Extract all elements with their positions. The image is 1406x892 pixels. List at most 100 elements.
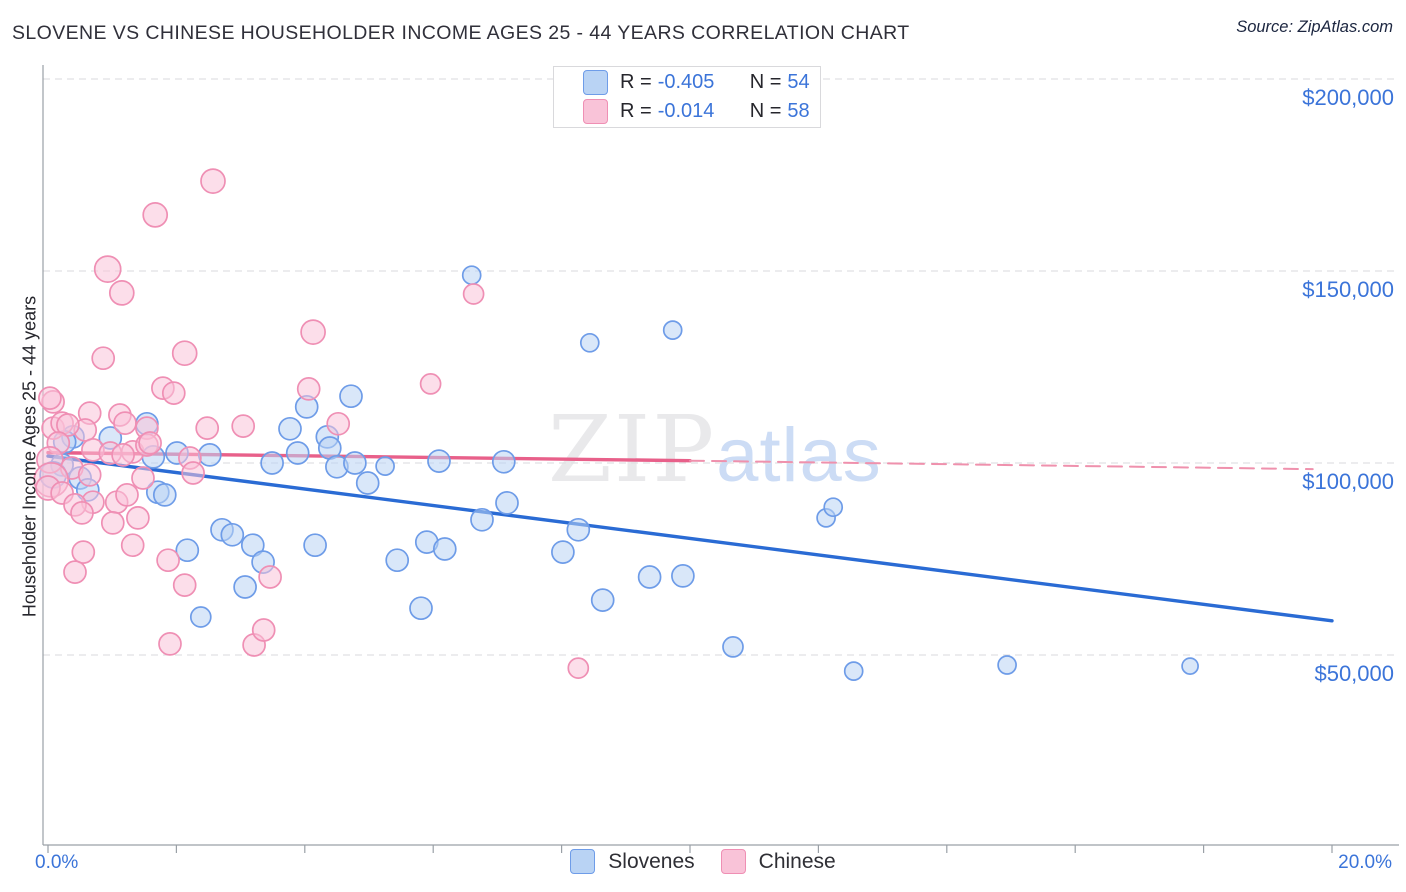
scatter-point-chinese bbox=[251, 618, 276, 642]
y-tick-label-200000: $200,000 bbox=[1302, 85, 1394, 110]
scatter-point-slovenes bbox=[637, 565, 662, 589]
n-value: 54 bbox=[787, 71, 810, 93]
watermark-zip-text: ZIP bbox=[548, 396, 717, 503]
x-axis-max-label: 20.0% bbox=[1338, 852, 1392, 873]
scatter-point-slovenes bbox=[240, 533, 265, 558]
page-title: SLOVENE VS CHINESE HOUSEHOLDER INCOME AG… bbox=[12, 22, 910, 44]
scatter-point-slovenes bbox=[579, 332, 600, 353]
scatter-point-chinese bbox=[138, 431, 162, 455]
scatter-point-slovenes bbox=[285, 441, 310, 465]
scatter-point-slovenes bbox=[432, 537, 457, 561]
scatter-point-slovenes bbox=[278, 416, 302, 441]
source-label: Source: ZipAtlas.com bbox=[1236, 18, 1393, 36]
scatter-point-slovenes bbox=[495, 491, 519, 515]
r-value: -0.014 bbox=[657, 100, 715, 122]
slovene-swatch-icon bbox=[583, 70, 608, 95]
scatter-point-chinese bbox=[158, 632, 182, 656]
scatter-point-slovenes bbox=[343, 451, 367, 475]
scatter-point-chinese bbox=[38, 386, 62, 410]
scatter-point-slovenes bbox=[339, 384, 363, 409]
scatter-point-slovenes bbox=[189, 606, 212, 628]
scatter-point-chinese bbox=[126, 506, 150, 530]
scatter-point-slovenes bbox=[233, 575, 257, 599]
scatter-point-slovenes bbox=[220, 522, 245, 547]
watermark: ZIPatlas bbox=[548, 404, 882, 502]
scatter-point-chinese bbox=[113, 411, 137, 435]
scatter-point-slovenes bbox=[566, 517, 591, 542]
scatter-point-chinese bbox=[70, 501, 94, 525]
scatter-point-chinese bbox=[142, 202, 169, 228]
scatter-point-slovenes bbox=[385, 548, 410, 573]
series-legend: Slovenes Chinese bbox=[0, 849, 1406, 874]
scatter-point-chinese bbox=[91, 346, 116, 371]
scatter-point-slovenes bbox=[355, 471, 380, 495]
y-tick-label-150000: $150,000 bbox=[1302, 277, 1394, 302]
scatter-points-group bbox=[33, 168, 1199, 681]
scatter-point-chinese bbox=[115, 483, 139, 507]
chinese-swatch-icon bbox=[583, 99, 608, 124]
scatter-point-chinese bbox=[108, 280, 135, 306]
scatter-point-slovenes bbox=[470, 507, 494, 532]
scatter-point-chinese bbox=[231, 414, 256, 438]
scatter-point-slovenes bbox=[1181, 657, 1199, 675]
scatter-point-chinese bbox=[120, 533, 145, 558]
scatter-point-chinese bbox=[200, 168, 226, 194]
scatter-point-chinese bbox=[71, 540, 96, 564]
legend-item-slovenes: Slovenes bbox=[570, 849, 695, 874]
r-label: R = bbox=[620, 100, 652, 122]
scatter-point-slovenes bbox=[197, 443, 222, 467]
trend-line-chinese-dashed bbox=[689, 459, 1314, 471]
scatter-point-chinese bbox=[567, 657, 590, 679]
scatter-point-slovenes bbox=[590, 588, 615, 612]
y-axis-tick-labels-group: $200,000 $150,000 $100,000 $50,000 bbox=[1302, 85, 1394, 686]
scatter-point-chinese bbox=[300, 319, 326, 345]
y-tick-label-50000: $50,000 bbox=[1314, 661, 1394, 686]
scatter-point-slovenes bbox=[461, 265, 482, 286]
scatter-point-chinese bbox=[195, 416, 220, 440]
slovene-swatch-icon bbox=[570, 849, 596, 874]
scatter-point-chinese bbox=[258, 565, 282, 589]
scatter-point-chinese bbox=[156, 548, 180, 573]
scatter-point-slovenes bbox=[671, 564, 695, 588]
x-axis-ticks-group bbox=[47, 845, 1333, 853]
scatter-point-chinese bbox=[326, 411, 351, 436]
correlation-legend-box: R = -0.405 N = 54 R = -0.014 N = 58 bbox=[553, 66, 821, 128]
scatter-point-slovenes bbox=[175, 538, 200, 563]
scatter-point-slovenes bbox=[722, 636, 744, 658]
scatter-point-slovenes bbox=[409, 596, 433, 621]
watermark-atlas-text: atlas bbox=[716, 413, 882, 498]
scatter-point-chinese bbox=[93, 255, 122, 283]
trend-line-slovenes bbox=[46, 454, 1334, 623]
legend-item-chinese: Chinese bbox=[720, 849, 836, 874]
scatter-point-slovenes bbox=[491, 449, 516, 474]
scatter-point-slovenes bbox=[823, 497, 844, 518]
y-axis-title: Householder Income Ages 25 - 44 years bbox=[19, 295, 40, 618]
scatter-point-slovenes bbox=[152, 483, 177, 507]
scatter-point-chinese bbox=[100, 511, 125, 535]
scatter-point-chinese bbox=[161, 381, 186, 405]
legend-row-chinese: R = -0.014 N = 58 bbox=[583, 99, 820, 124]
chinese-swatch-icon bbox=[720, 849, 746, 874]
scatter-point-slovenes bbox=[843, 661, 864, 681]
scatter-point-slovenes bbox=[662, 320, 683, 340]
scatter-point-chinese bbox=[462, 283, 485, 305]
scatter-point-chinese bbox=[131, 466, 155, 490]
gridlines-group bbox=[43, 78, 1399, 656]
scatter-point-chinese bbox=[172, 573, 197, 597]
scatter-point-chinese bbox=[181, 461, 205, 485]
y-tick-label-100000: $100,000 bbox=[1302, 469, 1394, 494]
legend-item-label: Slovenes bbox=[608, 849, 695, 873]
n-value: 58 bbox=[787, 100, 810, 122]
scatter-point-chinese bbox=[296, 377, 321, 401]
scatter-point-slovenes bbox=[427, 449, 451, 473]
n-label: N = bbox=[749, 100, 782, 122]
x-axis-min-label: 0.0% bbox=[35, 852, 79, 873]
scatter-point-chinese bbox=[419, 373, 442, 395]
scatter-point-slovenes bbox=[997, 655, 1017, 675]
scatter-point-chinese bbox=[171, 340, 198, 367]
scatter-point-chinese bbox=[56, 413, 80, 437]
scatter-point-slovenes bbox=[551, 540, 575, 564]
scatter-point-slovenes bbox=[303, 533, 327, 558]
r-label: R = bbox=[620, 71, 652, 93]
